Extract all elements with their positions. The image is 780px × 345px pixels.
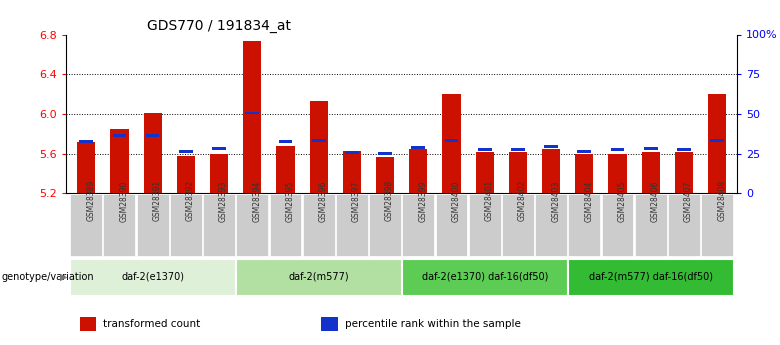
Bar — [675, 151, 693, 193]
FancyBboxPatch shape — [236, 195, 268, 256]
Text: GDS770 / 191834_at: GDS770 / 191834_at — [147, 19, 291, 33]
Bar — [412, 146, 425, 149]
Bar — [112, 135, 126, 137]
Text: GSM28397: GSM28397 — [352, 180, 361, 221]
Bar — [210, 154, 229, 193]
Bar — [246, 112, 259, 114]
FancyBboxPatch shape — [369, 195, 401, 256]
Bar — [611, 148, 625, 151]
FancyBboxPatch shape — [270, 195, 301, 256]
Text: GSM28407: GSM28407 — [684, 180, 693, 221]
Bar — [410, 149, 427, 193]
FancyBboxPatch shape — [303, 195, 335, 256]
FancyBboxPatch shape — [203, 195, 235, 256]
Bar — [644, 147, 658, 150]
Text: genotype/variation: genotype/variation — [2, 272, 94, 282]
Bar — [642, 151, 660, 193]
Text: transformed count: transformed count — [103, 319, 200, 329]
Bar — [276, 146, 295, 193]
Text: GSM28400: GSM28400 — [452, 180, 460, 221]
FancyBboxPatch shape — [668, 195, 700, 256]
Text: GSM28401: GSM28401 — [484, 180, 494, 221]
Bar — [376, 157, 394, 193]
Text: GSM28406: GSM28406 — [651, 180, 660, 221]
Text: ▶: ▶ — [60, 272, 68, 282]
Bar — [310, 101, 328, 193]
Bar — [478, 148, 491, 151]
Text: GSM28394: GSM28394 — [252, 180, 261, 221]
Text: GSM28392: GSM28392 — [186, 180, 195, 221]
Bar — [542, 149, 560, 193]
Bar — [677, 148, 691, 151]
FancyBboxPatch shape — [569, 195, 601, 256]
Text: daf-2(e1370): daf-2(e1370) — [121, 272, 184, 282]
Bar — [608, 154, 626, 193]
Bar — [80, 317, 97, 331]
FancyBboxPatch shape — [170, 195, 202, 256]
Text: GSM28391: GSM28391 — [153, 180, 161, 221]
Bar — [278, 140, 292, 143]
Bar — [442, 94, 461, 193]
Text: GSM28408: GSM28408 — [717, 180, 726, 221]
FancyBboxPatch shape — [70, 259, 235, 295]
FancyBboxPatch shape — [104, 195, 136, 256]
Text: GSM28398: GSM28398 — [385, 180, 394, 221]
Bar — [711, 139, 724, 142]
Text: GSM28404: GSM28404 — [584, 180, 594, 221]
FancyBboxPatch shape — [469, 195, 501, 256]
FancyBboxPatch shape — [502, 195, 534, 256]
Bar — [243, 41, 261, 193]
Bar — [378, 152, 392, 155]
Bar — [445, 139, 459, 142]
Text: GSM28395: GSM28395 — [285, 180, 295, 221]
Text: GSM28403: GSM28403 — [551, 180, 560, 221]
Bar — [345, 151, 359, 154]
Bar — [212, 147, 226, 150]
FancyBboxPatch shape — [601, 195, 633, 256]
Bar — [544, 145, 558, 148]
FancyBboxPatch shape — [569, 259, 733, 295]
Bar — [476, 151, 494, 193]
FancyBboxPatch shape — [435, 195, 467, 256]
Bar — [577, 150, 591, 153]
Bar — [80, 140, 93, 143]
Bar — [342, 150, 361, 193]
Text: daf-2(m577) daf-16(df50): daf-2(m577) daf-16(df50) — [589, 272, 713, 282]
Bar — [77, 142, 95, 193]
Bar — [708, 94, 726, 193]
Bar — [511, 148, 525, 151]
Bar — [144, 113, 161, 193]
FancyBboxPatch shape — [336, 195, 368, 256]
Text: GSM28389: GSM28389 — [87, 180, 95, 221]
FancyBboxPatch shape — [701, 195, 733, 256]
FancyBboxPatch shape — [535, 195, 567, 256]
FancyBboxPatch shape — [236, 259, 401, 295]
Bar — [110, 129, 129, 193]
Text: GSM28405: GSM28405 — [618, 180, 626, 221]
Text: percentile rank within the sample: percentile rank within the sample — [345, 319, 520, 329]
Text: daf-2(e1370) daf-16(df50): daf-2(e1370) daf-16(df50) — [421, 272, 548, 282]
FancyBboxPatch shape — [402, 195, 434, 256]
Bar — [509, 151, 527, 193]
FancyBboxPatch shape — [136, 195, 168, 256]
Text: GSM28402: GSM28402 — [518, 180, 527, 221]
FancyBboxPatch shape — [402, 259, 567, 295]
Text: daf-2(m577): daf-2(m577) — [289, 272, 349, 282]
Bar — [575, 154, 594, 193]
Bar — [177, 156, 195, 193]
FancyBboxPatch shape — [70, 195, 102, 256]
Bar — [312, 139, 325, 142]
Bar — [179, 150, 193, 153]
Text: GSM28396: GSM28396 — [319, 180, 328, 221]
Text: GSM28399: GSM28399 — [418, 180, 427, 221]
Text: GSM28390: GSM28390 — [119, 180, 129, 221]
FancyBboxPatch shape — [635, 195, 667, 256]
Bar — [321, 317, 338, 331]
Text: GSM28393: GSM28393 — [219, 180, 228, 221]
Bar — [146, 135, 159, 137]
